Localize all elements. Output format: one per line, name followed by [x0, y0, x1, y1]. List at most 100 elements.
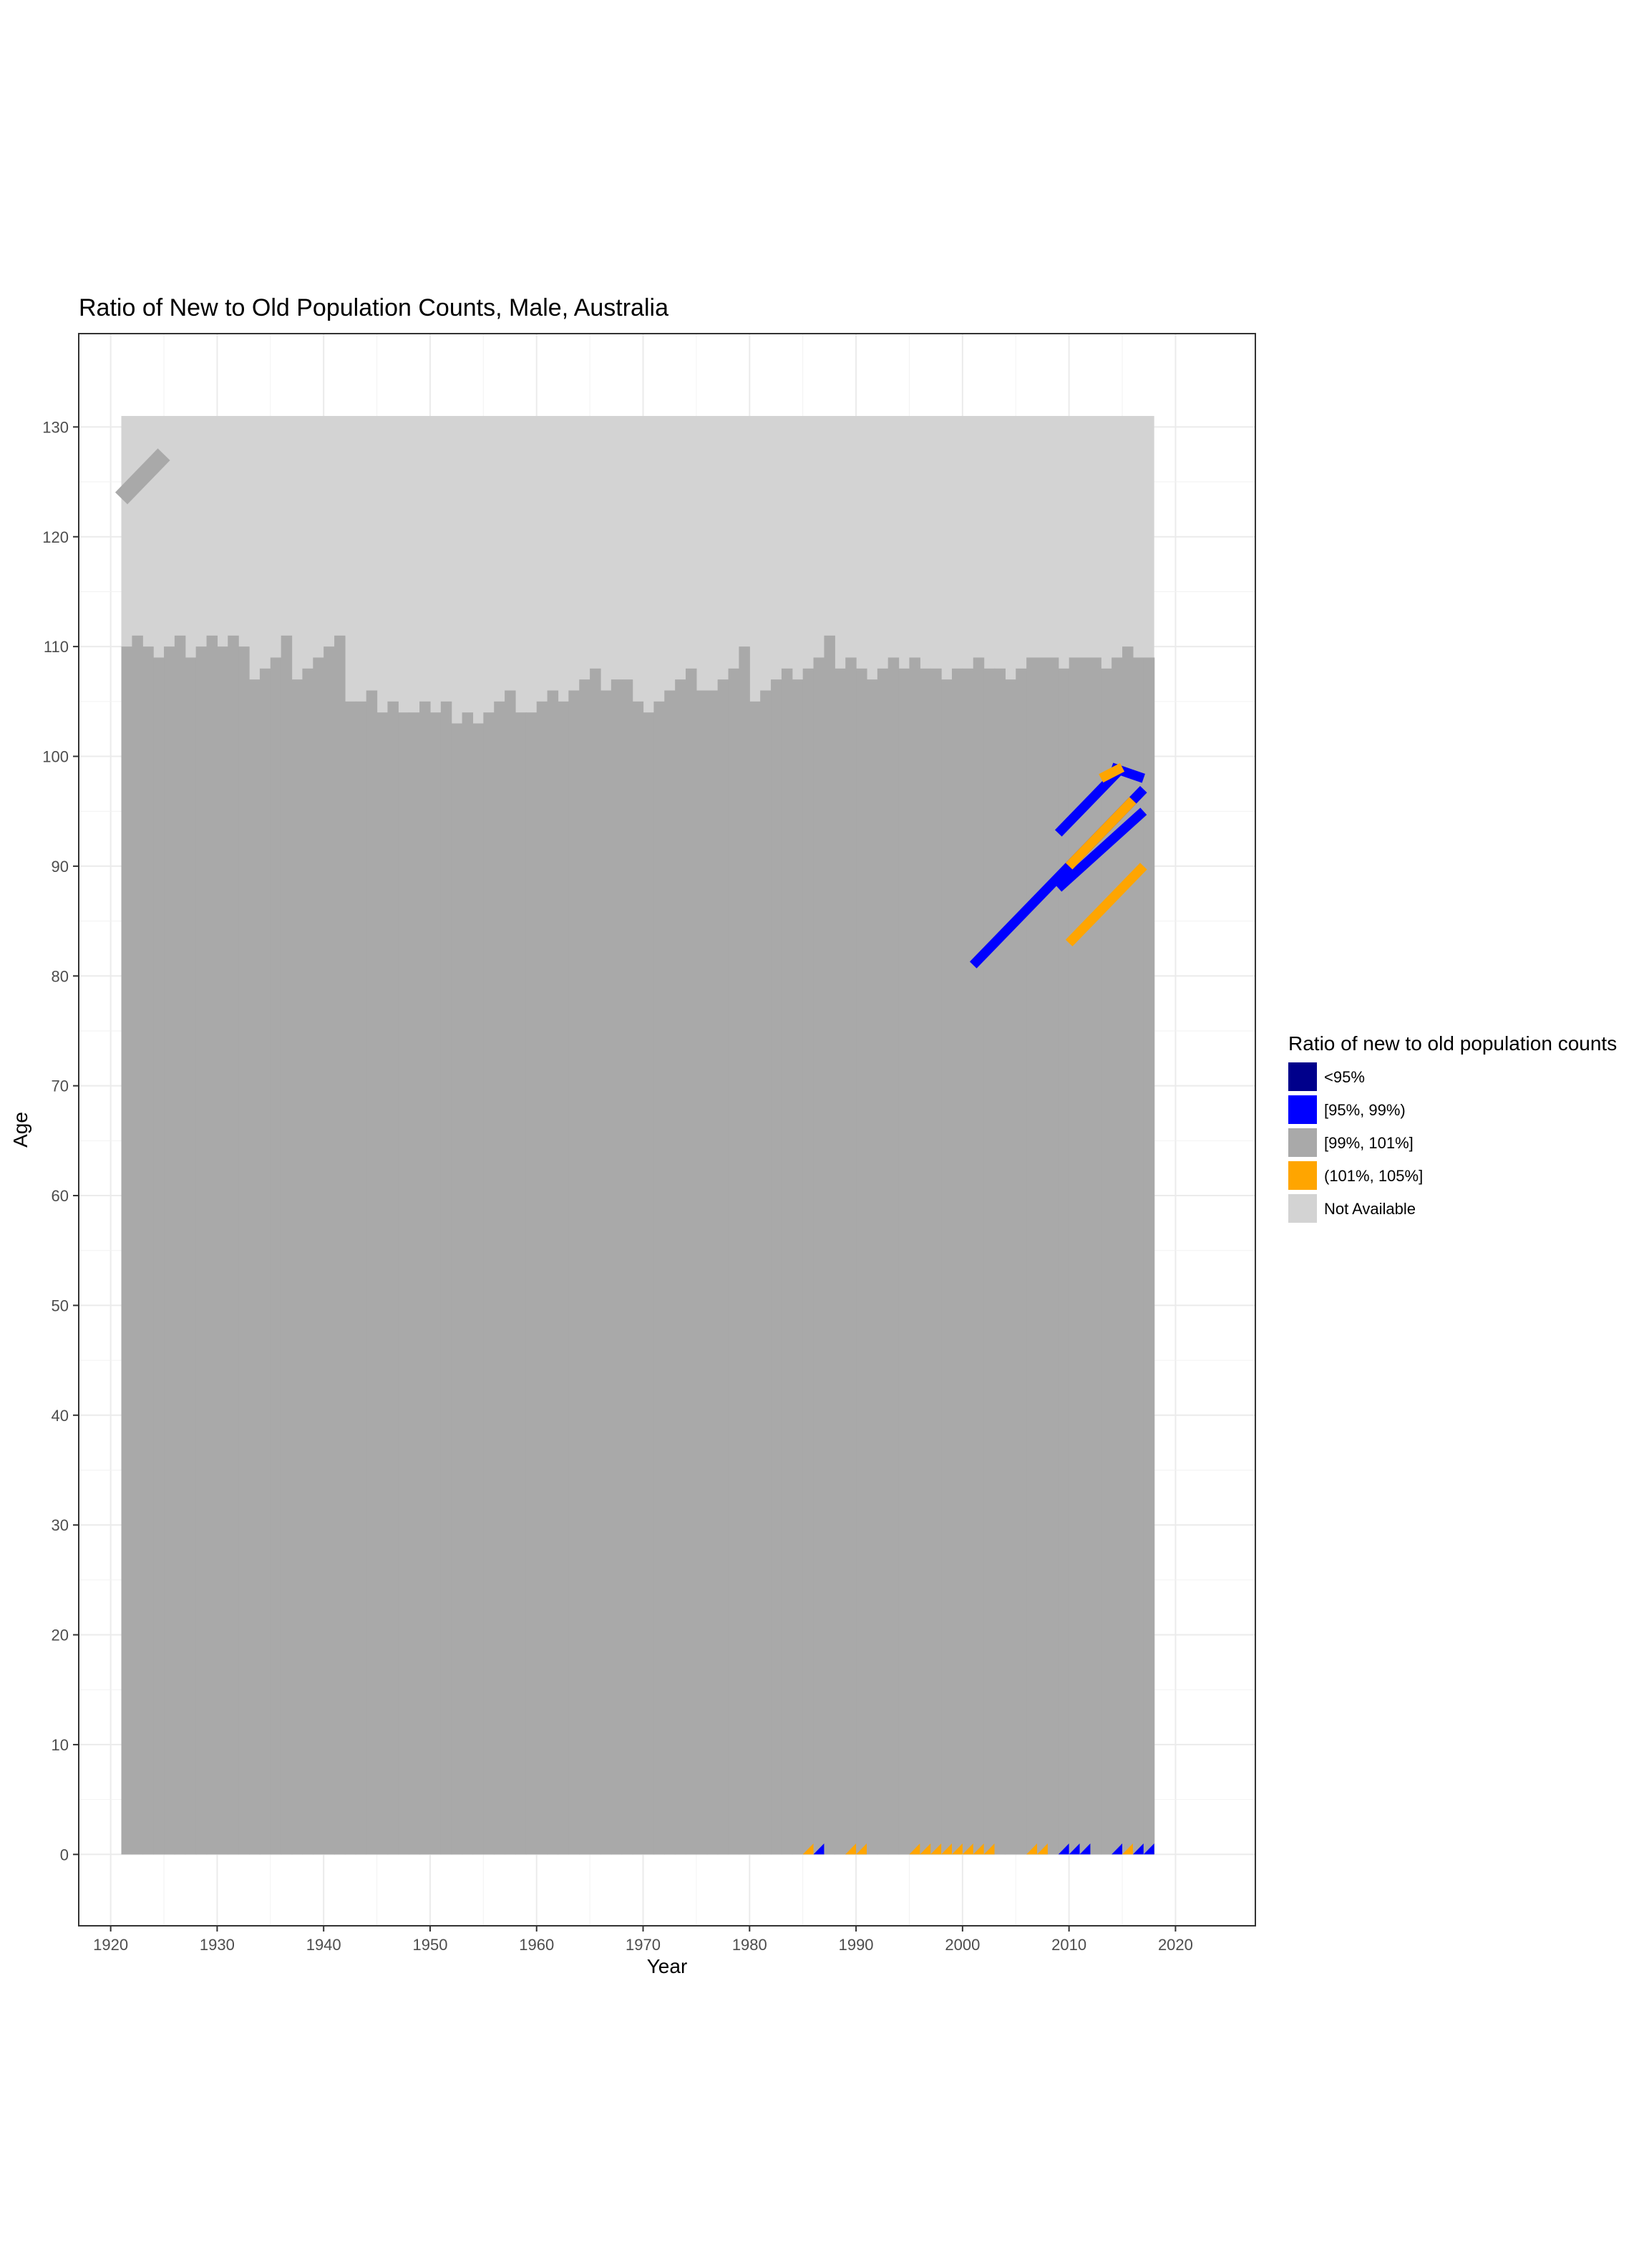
- age-zero-cell-1998: [941, 1843, 952, 1855]
- data-column-2002: [983, 668, 996, 1855]
- data-column-1994: [898, 668, 910, 1855]
- age-zero-cell-2011: [1079, 1843, 1091, 1855]
- x-tick-label-1960: 1960: [519, 1936, 554, 1954]
- age-zero-cell-1996: [920, 1843, 931, 1855]
- age-zero-cell-2007: [1037, 1843, 1048, 1855]
- data-column-1981: [760, 690, 772, 1855]
- y-tick-label-70: 70: [52, 1077, 69, 1095]
- age-zero-cell-2001: [973, 1843, 984, 1855]
- data-column-1928: [195, 646, 208, 1855]
- data-column-1982: [771, 679, 782, 1855]
- cohort-line-5: [1065, 797, 1137, 870]
- legend-swatch-1: [1288, 1095, 1317, 1124]
- cohort-line-1: [1055, 808, 1147, 892]
- x-tick-label-1920: 1920: [93, 1936, 128, 1954]
- data-column-1990: [856, 668, 867, 1855]
- y-tick-label-0: 0: [60, 1846, 69, 1864]
- data-column-2009: [1058, 668, 1070, 1855]
- data-column-1933: [249, 679, 261, 1855]
- data-column-1964: [579, 679, 590, 1855]
- data-column-1925: [164, 646, 175, 1855]
- data-column-1998: [941, 679, 953, 1855]
- data-column-1954: [472, 723, 484, 1855]
- data-column-1929: [206, 635, 218, 1855]
- data-column-2006: [1026, 657, 1038, 1855]
- y-tick-label-90: 90: [52, 858, 69, 876]
- data-column-1932: [238, 646, 250, 1855]
- y-axis: 0 10 20 30 40 50 60 70 80 90 100 110 120 130: [42, 418, 79, 1864]
- data-column-1973: [675, 679, 686, 1855]
- heatmap-cells: [115, 416, 1155, 1855]
- data-column-2003: [994, 668, 1006, 1855]
- y-tick-label-50: 50: [52, 1297, 69, 1314]
- data-column-1957: [505, 690, 516, 1855]
- data-column-1983: [781, 668, 793, 1855]
- y-tick-label-130: 130: [42, 418, 69, 436]
- data-column-1979: [739, 646, 750, 1855]
- age-zero-cell-1989: [845, 1843, 857, 1855]
- cohort-line-6: [1099, 762, 1125, 783]
- age-zero-cell-1985: [802, 1843, 814, 1855]
- age-zero-cell-1999: [951, 1843, 963, 1855]
- data-column-1970: [643, 712, 655, 1855]
- legend-swatch-3: [1288, 1161, 1317, 1190]
- legend-swatch-2: [1288, 1128, 1317, 1157]
- age-zero-cell-1990: [856, 1843, 867, 1855]
- cohort-line-2: [1054, 764, 1126, 837]
- y-tick-label-10: 10: [52, 1736, 69, 1754]
- chart-title: Ratio of New to Old Population Counts, M…: [79, 294, 668, 321]
- x-axis-title: Year: [647, 1955, 688, 1977]
- data-column-1995: [909, 657, 920, 1855]
- data-column-2017: [1143, 657, 1155, 1855]
- data-column-2014: [1112, 657, 1123, 1855]
- legend-items: <95% [95%, 99%) [99%, 101%] (101%, 105%] Not…: [1288, 1062, 1423, 1223]
- data-column-1936: [281, 635, 293, 1855]
- data-column-1924: [153, 657, 165, 1855]
- data-column-1921: [121, 646, 132, 1855]
- data-column-2004: [1005, 679, 1016, 1855]
- data-column-1968: [621, 679, 633, 1855]
- data-column-1962: [558, 701, 569, 1855]
- y-tick-label-100: 100: [42, 748, 69, 766]
- age-zero-cell-1986: [813, 1843, 824, 1855]
- legend-label-0: <95%: [1324, 1068, 1365, 1086]
- data-column-1977: [717, 679, 729, 1855]
- data-column-2001: [973, 657, 985, 1855]
- x-tick-label-1970: 1970: [626, 1936, 661, 1954]
- data-column-2016: [1132, 657, 1144, 1855]
- data-column-1963: [568, 690, 580, 1855]
- data-column-1956: [494, 701, 505, 1855]
- data-column-1997: [930, 668, 942, 1855]
- data-column-1949: [419, 701, 431, 1855]
- y-tick-label-20: 20: [52, 1627, 69, 1644]
- data-column-1931: [228, 635, 239, 1855]
- legend-label-3: (101%, 105%]: [1324, 1167, 1423, 1185]
- x-axis: 1920 1930 1940 1950 1960 1970 1980 1990 2000 2010…: [93, 1926, 1193, 1954]
- data-column-2008: [1047, 657, 1059, 1855]
- data-column-1938: [302, 668, 313, 1855]
- age-zero-cell-2000: [962, 1843, 973, 1855]
- data-column-1942: [344, 701, 356, 1855]
- data-column-1951: [440, 701, 452, 1855]
- age-zero-cell-2009: [1058, 1843, 1069, 1855]
- legend-swatch-0: [1288, 1062, 1317, 1091]
- data-column-1986: [813, 657, 825, 1855]
- x-tick-label-1980: 1980: [732, 1936, 767, 1954]
- age-zero-cell-2017: [1143, 1843, 1154, 1855]
- data-column-1961: [547, 690, 559, 1855]
- data-column-1959: [525, 712, 537, 1855]
- data-column-1969: [632, 701, 644, 1855]
- data-column-1996: [920, 668, 931, 1855]
- data-column-1943: [355, 701, 367, 1855]
- y-tick-label-80: 80: [52, 967, 69, 985]
- data-column-1930: [217, 646, 228, 1855]
- legend-label-2: [99%, 101%]: [1324, 1134, 1414, 1152]
- data-column-1960: [536, 701, 548, 1855]
- data-column-1952: [451, 723, 463, 1855]
- data-column-1958: [515, 712, 527, 1855]
- y-tick-label-110: 110: [44, 638, 69, 656]
- x-tick-label-2000: 2000: [945, 1936, 980, 1954]
- data-column-1978: [728, 668, 740, 1855]
- y-axis-title: Age: [9, 1112, 31, 1148]
